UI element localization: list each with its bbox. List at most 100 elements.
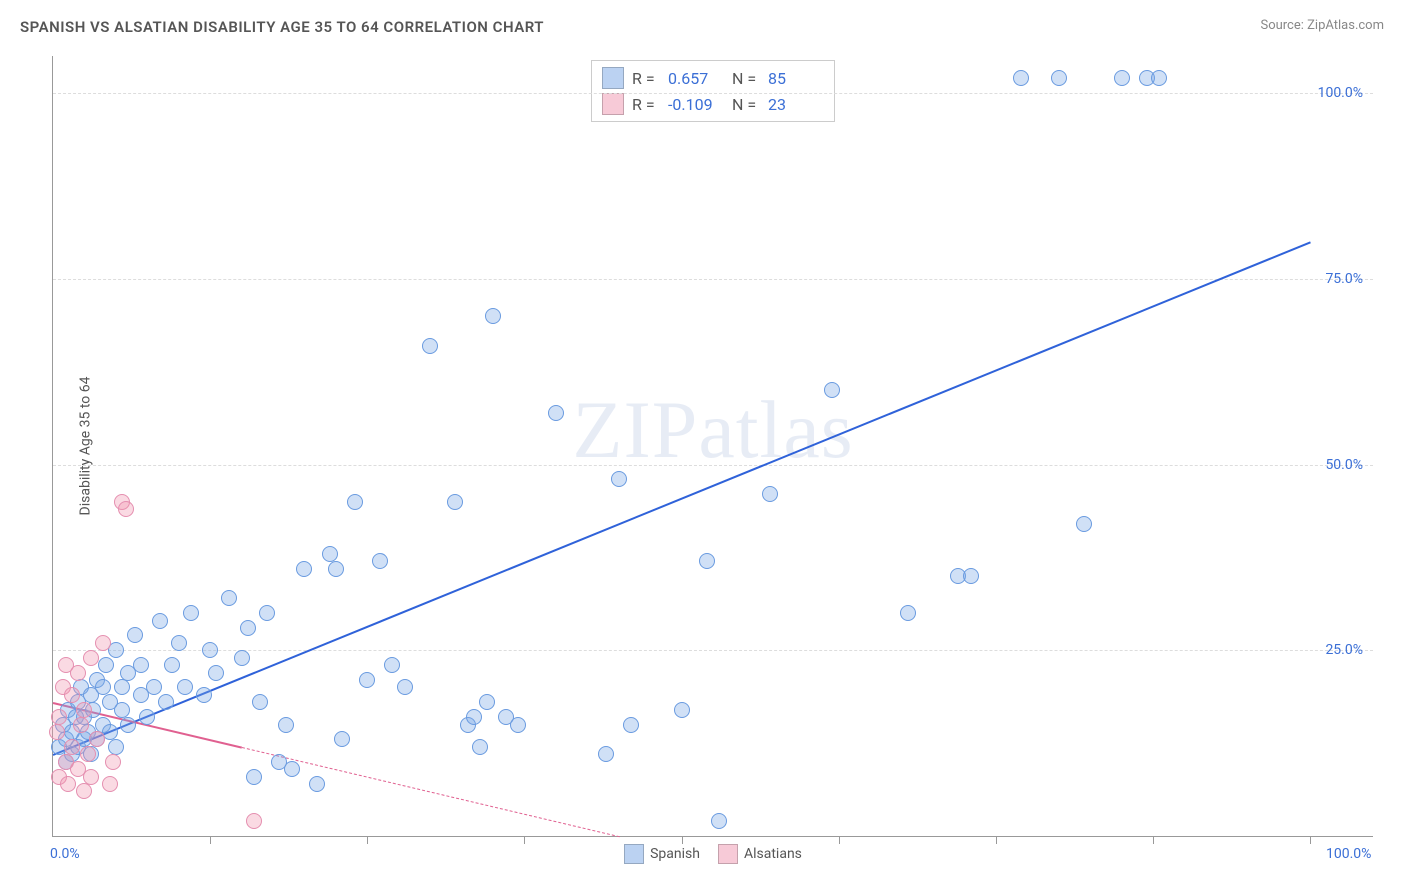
series-legend: Spanish Alsatians bbox=[53, 844, 1373, 864]
legend-n-key: N = bbox=[732, 95, 760, 114]
x-tick bbox=[682, 836, 683, 844]
data-point bbox=[1151, 70, 1167, 86]
legend-r-value: 0.657 bbox=[668, 69, 724, 88]
x-axis-max: 100.0% bbox=[1326, 846, 1371, 862]
chart-title: SPANISH VS ALSATIAN DISABILITY AGE 35 TO… bbox=[20, 18, 544, 36]
legend-row: R =0.657N =85 bbox=[602, 65, 824, 91]
source-credit: Source: ZipAtlas.com bbox=[1260, 18, 1384, 33]
data-point bbox=[196, 687, 212, 703]
data-point bbox=[183, 605, 199, 621]
data-point bbox=[1076, 516, 1092, 532]
legend-swatch bbox=[718, 844, 738, 864]
trend-line bbox=[241, 747, 618, 837]
x-tick bbox=[210, 836, 211, 844]
watermark-zip: ZIP bbox=[572, 384, 698, 475]
data-point bbox=[510, 717, 526, 733]
trend-line bbox=[53, 242, 1311, 756]
legend-item: Alsatians bbox=[718, 844, 802, 864]
data-point bbox=[171, 635, 187, 651]
data-point bbox=[146, 679, 162, 695]
data-point bbox=[70, 665, 86, 681]
scatter-plot: ZIPatlas R =0.657N =85R =-0.109N =23 Spa… bbox=[52, 56, 1373, 837]
data-point bbox=[98, 657, 114, 673]
legend-row: R =-0.109N =23 bbox=[602, 91, 824, 117]
gridline bbox=[53, 465, 1373, 466]
x-axis-min: 0.0% bbox=[50, 846, 80, 862]
data-point bbox=[246, 769, 262, 785]
legend-swatch bbox=[602, 67, 624, 89]
data-point bbox=[133, 657, 149, 673]
data-point bbox=[114, 679, 130, 695]
data-point bbox=[485, 308, 501, 324]
data-point bbox=[674, 702, 690, 718]
data-point bbox=[422, 338, 438, 354]
data-point bbox=[824, 382, 840, 398]
data-point bbox=[83, 769, 99, 785]
x-tick bbox=[1153, 836, 1154, 844]
data-point bbox=[900, 605, 916, 621]
watermark: ZIPatlas bbox=[572, 383, 853, 477]
data-point bbox=[240, 620, 256, 636]
data-point bbox=[105, 754, 121, 770]
data-point bbox=[296, 561, 312, 577]
x-tick bbox=[1310, 836, 1311, 844]
data-point bbox=[334, 731, 350, 747]
data-point bbox=[611, 471, 627, 487]
data-point bbox=[246, 813, 262, 829]
data-point bbox=[548, 405, 564, 421]
data-point bbox=[322, 546, 338, 562]
data-point bbox=[221, 590, 237, 606]
data-point bbox=[64, 739, 80, 755]
data-point bbox=[1114, 70, 1130, 86]
data-point bbox=[95, 679, 111, 695]
gridline bbox=[53, 650, 1373, 651]
data-point bbox=[284, 761, 300, 777]
data-point bbox=[73, 717, 89, 733]
data-point bbox=[623, 717, 639, 733]
data-point bbox=[177, 679, 193, 695]
data-point bbox=[1013, 70, 1029, 86]
data-point bbox=[234, 650, 250, 666]
data-point bbox=[49, 724, 65, 740]
legend-item: Spanish bbox=[624, 844, 700, 864]
data-point bbox=[359, 672, 375, 688]
data-point bbox=[397, 679, 413, 695]
data-point bbox=[60, 776, 76, 792]
y-tick-label: 50.0% bbox=[1325, 457, 1363, 473]
y-tick-label: 25.0% bbox=[1325, 642, 1363, 658]
data-point bbox=[202, 642, 218, 658]
legend-n-key: N = bbox=[732, 69, 760, 88]
data-point bbox=[139, 709, 155, 725]
correlation-legend: R =0.657N =85R =-0.109N =23 bbox=[591, 60, 835, 122]
legend-label: Spanish bbox=[650, 846, 700, 862]
data-point bbox=[309, 776, 325, 792]
legend-r-value: -0.109 bbox=[668, 95, 724, 114]
data-point bbox=[95, 635, 111, 651]
data-point bbox=[384, 657, 400, 673]
source-link[interactable]: ZipAtlas.com bbox=[1307, 18, 1384, 33]
data-point bbox=[447, 494, 463, 510]
data-point bbox=[372, 553, 388, 569]
data-point bbox=[164, 657, 180, 673]
data-point bbox=[158, 694, 174, 710]
data-point bbox=[64, 687, 80, 703]
data-point bbox=[120, 717, 136, 733]
x-tick bbox=[524, 836, 525, 844]
data-point bbox=[76, 783, 92, 799]
data-point bbox=[278, 717, 294, 733]
legend-n-value: 85 bbox=[768, 69, 824, 88]
legend-label: Alsatians bbox=[744, 846, 802, 862]
data-point bbox=[102, 776, 118, 792]
y-tick-label: 100.0% bbox=[1318, 85, 1363, 101]
data-point bbox=[711, 813, 727, 829]
legend-swatch bbox=[602, 93, 624, 115]
data-point bbox=[51, 709, 67, 725]
legend-r-key: R = bbox=[632, 95, 660, 114]
data-point bbox=[466, 709, 482, 725]
data-point bbox=[252, 694, 268, 710]
data-point bbox=[699, 553, 715, 569]
data-point bbox=[259, 605, 275, 621]
data-point bbox=[80, 746, 96, 762]
data-point bbox=[963, 568, 979, 584]
y-tick-label: 75.0% bbox=[1325, 271, 1363, 287]
